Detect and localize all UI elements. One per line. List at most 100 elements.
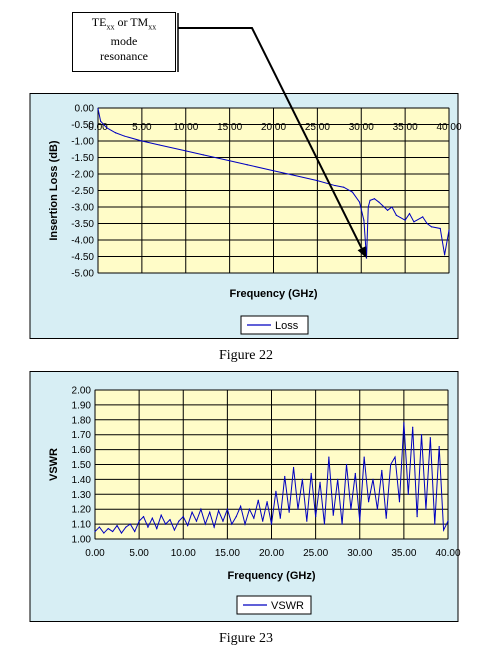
- legend-box: [236, 595, 312, 615]
- data-point: [376, 508, 378, 510]
- data-point: [343, 186, 345, 188]
- data-point: [395, 214, 397, 216]
- resonance-annotation-box: TExx or TMxx mode resonance: [72, 12, 176, 72]
- data-point: [185, 150, 187, 152]
- data-point: [134, 530, 136, 533]
- data-point: [381, 469, 383, 472]
- data-point: [301, 478, 303, 480]
- data-point: [426, 222, 428, 225]
- y-tick-label: 1.60: [72, 445, 92, 456]
- x-tick-label: 35.00: [391, 548, 416, 559]
- data-point: [438, 446, 440, 448]
- legend-label: Loss: [275, 320, 299, 332]
- data-point: [373, 198, 376, 200]
- data-point: [222, 520, 224, 522]
- data-point: [363, 456, 365, 458]
- y-tick-label: -5.00: [71, 269, 94, 280]
- y-tick-label: -2.50: [71, 186, 94, 197]
- data-point: [407, 493, 409, 495]
- data-point: [297, 508, 299, 510]
- data-point: [434, 523, 436, 525]
- data-point: [350, 508, 352, 510]
- data-point: [106, 127, 108, 129]
- data-point: [270, 523, 273, 525]
- figure-23-caption: Figure 23: [218, 631, 274, 646]
- data-point: [413, 221, 415, 223]
- data-point: [292, 466, 295, 469]
- data-point: [160, 514, 162, 516]
- data-point: [323, 523, 326, 525]
- data-point: [359, 520, 361, 522]
- y-tick-label: 1.40: [72, 475, 92, 486]
- data-point: [125, 526, 127, 528]
- data-point: [116, 524, 118, 527]
- x-tick-label: 0.00: [85, 548, 105, 559]
- x-tick-label: 5.00: [132, 122, 152, 133]
- data-point: [257, 499, 259, 501]
- data-point: [112, 530, 114, 533]
- data-point: [284, 475, 286, 478]
- data-point: [430, 226, 433, 228]
- data-point: [351, 191, 354, 193]
- data-point: [100, 120, 102, 122]
- data-point: [200, 508, 202, 510]
- data-point: [448, 229, 450, 231]
- data-point: [158, 144, 161, 146]
- annotation-line-3: resonance: [100, 49, 148, 64]
- data-point: [288, 511, 290, 513]
- y-tick-label: 0.00: [75, 104, 95, 115]
- data-point: [429, 437, 431, 439]
- data-point: [147, 526, 149, 528]
- vswr-chart: 0.00 5.00 10.00 15.00 20.00 25.00 30.00 35.00 40…: [29, 371, 461, 622]
- data-point: [151, 517, 153, 519]
- x-tick-label: 25.00: [305, 122, 330, 133]
- y-tick-label: -4.50: [71, 252, 94, 263]
- y-tick-label: 1.70: [72, 430, 92, 441]
- data-point: [275, 490, 277, 492]
- data-point: [156, 527, 158, 530]
- data-point: [235, 516, 237, 518]
- x-tick-label: 35.00: [393, 122, 418, 133]
- data-point: [341, 523, 343, 525]
- y-tick-label: 1.80: [72, 415, 92, 426]
- data-point: [142, 516, 145, 518]
- y-tick-label: -3.00: [71, 203, 94, 214]
- data-point: [213, 526, 215, 528]
- data-point: [358, 201, 361, 203]
- data-point: [425, 508, 427, 510]
- data-point: [178, 520, 180, 522]
- data-point: [165, 523, 167, 525]
- data-point: [447, 520, 449, 522]
- data-point: [226, 508, 228, 510]
- data-point: [416, 516, 418, 518]
- x-tick-label: 20.00: [261, 122, 286, 133]
- y-axis-label: Insertion Loss (dB): [48, 140, 60, 241]
- data-point: [182, 516, 184, 518]
- x-tick-label: 10.00: [173, 122, 198, 133]
- annotation-arrow: [177, 13, 367, 259]
- data-point: [332, 514, 334, 516]
- data-point: [191, 511, 193, 513]
- data-point: [385, 517, 387, 519]
- data-point: [231, 523, 233, 525]
- data-point: [354, 472, 356, 475]
- data-point: [290, 174, 292, 176]
- data-point: [123, 135, 125, 137]
- data-point: [315, 516, 317, 518]
- data-point: [173, 529, 176, 531]
- data-point: [107, 527, 109, 530]
- data-point: [204, 523, 206, 525]
- y-tick-label: -1.50: [71, 153, 94, 164]
- data-point: [442, 529, 445, 531]
- data-point: [378, 201, 380, 203]
- y-tick-label: 1.00: [72, 535, 92, 546]
- data-point: [202, 154, 204, 156]
- data-point: [209, 511, 211, 513]
- annotation-line-1: TExx or TMxx: [91, 15, 157, 32]
- data-point: [412, 426, 414, 428]
- y-tick-label: -4.00: [71, 236, 94, 247]
- legend-box: [240, 315, 309, 335]
- x-tick-label: 10.00: [171, 548, 196, 559]
- x-tick-label: 40.00: [436, 122, 461, 133]
- data-point: [439, 227, 441, 230]
